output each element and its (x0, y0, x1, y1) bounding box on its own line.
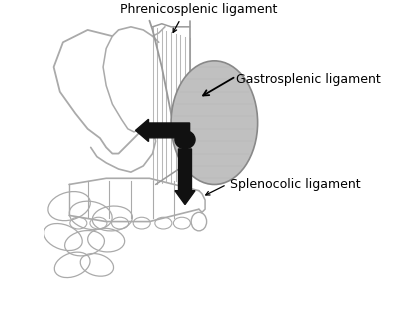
Text: Splenocolic ligament: Splenocolic ligament (230, 178, 360, 191)
Text: Gastrosplenic ligament: Gastrosplenic ligament (236, 73, 381, 86)
FancyArrow shape (175, 149, 195, 204)
Text: Phrenicosplenic ligament: Phrenicosplenic ligament (120, 3, 278, 16)
Ellipse shape (175, 131, 195, 149)
FancyArrow shape (136, 119, 190, 141)
Ellipse shape (171, 61, 258, 185)
